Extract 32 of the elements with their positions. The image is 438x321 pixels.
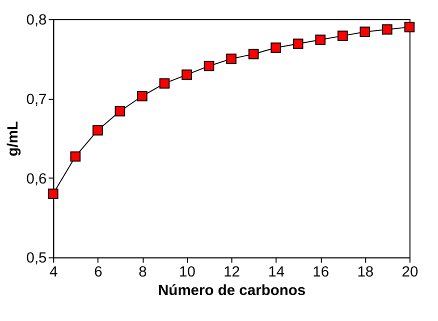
point bbox=[404, 22, 415, 32]
point bbox=[114, 106, 126, 116]
point bbox=[182, 70, 192, 80]
y-tick-label: 0,6 bbox=[26, 171, 47, 188]
x-tick-label: 10 bbox=[179, 264, 196, 281]
point bbox=[137, 90, 148, 102]
x-tick-label: 16 bbox=[312, 264, 330, 281]
point bbox=[70, 151, 81, 162]
x-tick-label: 20 bbox=[402, 264, 418, 281]
x-tick-label: 8 bbox=[138, 264, 147, 281]
point bbox=[292, 38, 304, 49]
point bbox=[337, 30, 348, 41]
x-tick-label: 6 bbox=[94, 264, 102, 281]
y-tick-label: 0,8 bbox=[26, 12, 47, 29]
point bbox=[226, 54, 236, 64]
x-tick-label: 18 bbox=[357, 264, 374, 281]
y-axis-title: g/mL bbox=[5, 121, 22, 156]
point bbox=[159, 78, 170, 89]
x-tick-label: 4 bbox=[50, 264, 58, 281]
point bbox=[382, 24, 392, 35]
point bbox=[270, 42, 282, 53]
x-tick-label: 14 bbox=[268, 264, 285, 281]
point bbox=[204, 60, 214, 72]
point bbox=[360, 26, 370, 37]
x-axis-title: Número de carbonos bbox=[158, 283, 306, 300]
y-tick-label: 0,5 bbox=[26, 250, 47, 267]
point bbox=[92, 125, 103, 136]
point bbox=[248, 48, 259, 60]
point bbox=[315, 34, 326, 45]
point bbox=[48, 188, 58, 199]
y-tick-label: 0,7 bbox=[26, 92, 47, 108]
x-tick-label: 12 bbox=[224, 264, 240, 281]
